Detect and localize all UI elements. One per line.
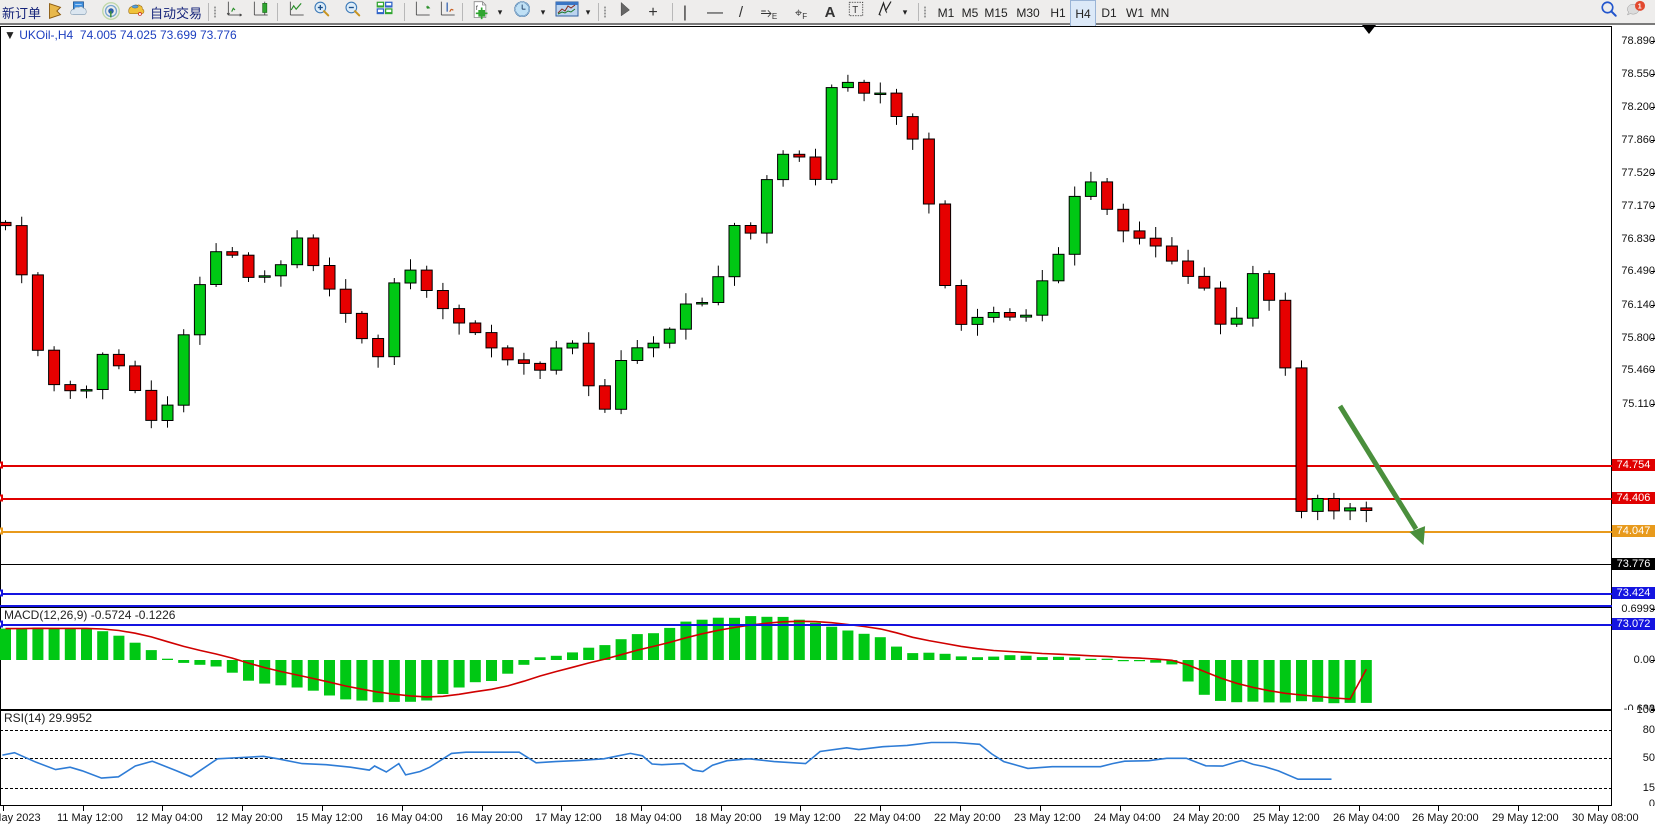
svg-text:1: 1 (1638, 3, 1642, 11)
svg-text:f: f (476, 5, 478, 12)
svg-text:T: T (852, 5, 858, 16)
